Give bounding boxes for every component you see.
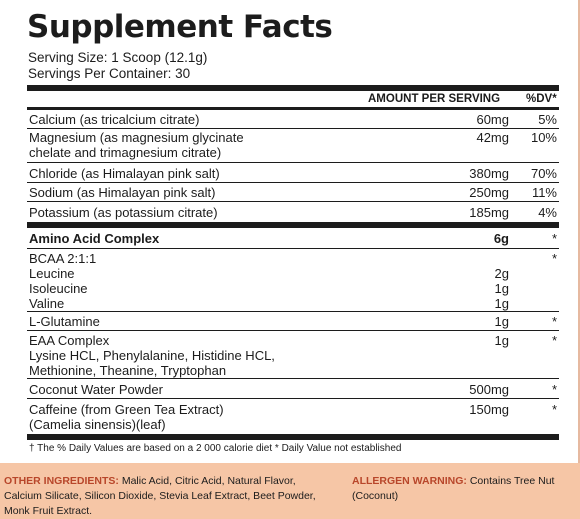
nutrient-amount: 380mg (469, 166, 509, 181)
divider (27, 162, 559, 163)
complex-dv: * (551, 231, 557, 246)
coconut-dv: * (551, 382, 557, 397)
supplement-facts-panel: Supplement Facts Serving Size: 1 Scoop (… (0, 0, 580, 463)
serving-size: Serving Size: 1 Scoop (12.1g) (28, 50, 208, 65)
nutrient-name: Magnesium (as magnesium glycinate chelat… (29, 130, 244, 160)
allergen-label: ALLERGEN WARNING: (352, 475, 467, 487)
nutrient-dv: 11% (531, 185, 557, 200)
nutrient-amount: 42mg (476, 130, 509, 145)
panel-title: Supplement Facts (27, 9, 333, 45)
other-ingredients-label: OTHER INGREDIENTS: (4, 475, 119, 487)
glutamine-dv: * (551, 314, 557, 329)
coconut-amount: 500mg (469, 382, 509, 397)
eaa-dv: * (551, 333, 557, 348)
coconut-name: Coconut Water Powder (29, 382, 163, 397)
bcaa-names: BCAA 2:1:1 Leucine Isoleucine Valine (29, 251, 97, 311)
nutrient-name: Chloride (as Himalayan pink salt) (29, 166, 220, 181)
bcaa-amounts: 2g 1g 1g (494, 266, 509, 311)
divider (27, 330, 559, 331)
divider (27, 128, 559, 129)
eaa-amount: 1g (494, 333, 509, 348)
complex-amount: 6g (493, 231, 509, 246)
nutrient-dv: 5% (538, 112, 557, 127)
bcaa-dv: * (551, 251, 557, 266)
divider (27, 201, 559, 202)
amount-header: AMOUNT PER SERVING (368, 93, 501, 105)
glutamine-name: L-Glutamine (29, 314, 100, 329)
label-footer: OTHER INGREDIENTS: Malic Acid, Citric Ac… (0, 466, 580, 517)
divider-thick (27, 222, 559, 228)
divider (27, 378, 559, 379)
dv-header: %DV* (526, 93, 557, 105)
caffeine-name: Caffeine (from Green Tea Extract) (Camel… (29, 402, 224, 432)
divider (27, 398, 559, 399)
divider (27, 311, 559, 312)
glutamine-amount: 1g (494, 314, 509, 329)
complex-name: Amino Acid Complex (29, 231, 160, 246)
footnote: † The % Daily Values are based on a 2 00… (29, 443, 402, 454)
nutrient-dv: 10% (530, 130, 557, 145)
caffeine-dv: * (551, 402, 557, 417)
divider (27, 182, 559, 183)
servings-per-container: Servings Per Container: 30 (28, 66, 191, 81)
allergen-warning: ALLERGEN WARNING: Contains Tree Nut (Coc… (352, 474, 580, 504)
nutrient-amount: 60mg (476, 112, 509, 127)
divider (27, 248, 559, 249)
nutrient-amount: 185mg (469, 205, 509, 220)
other-ingredients: OTHER INGREDIENTS: Malic Acid, Citric Ac… (4, 474, 326, 519)
nutrient-name: Potassium (as potassium citrate) (29, 205, 218, 220)
divider-medium (27, 107, 559, 110)
divider-thick (27, 85, 559, 91)
eaa-names: EAA Complex Lysine HCL, Phenylalanine, H… (29, 333, 275, 378)
nutrient-dv: 70% (530, 166, 557, 181)
allergen-text: Contains Tree Nut (Coconut) (352, 475, 555, 502)
nutrient-name: Calcium (as tricalcium citrate) (29, 112, 200, 127)
caffeine-amount: 150mg (469, 402, 509, 417)
nutrient-name: Sodium (as Himalayan pink salt) (29, 185, 216, 200)
nutrient-dv: 4% (538, 205, 557, 220)
nutrient-amount: 250mg (469, 185, 509, 200)
divider-thick (27, 434, 559, 440)
